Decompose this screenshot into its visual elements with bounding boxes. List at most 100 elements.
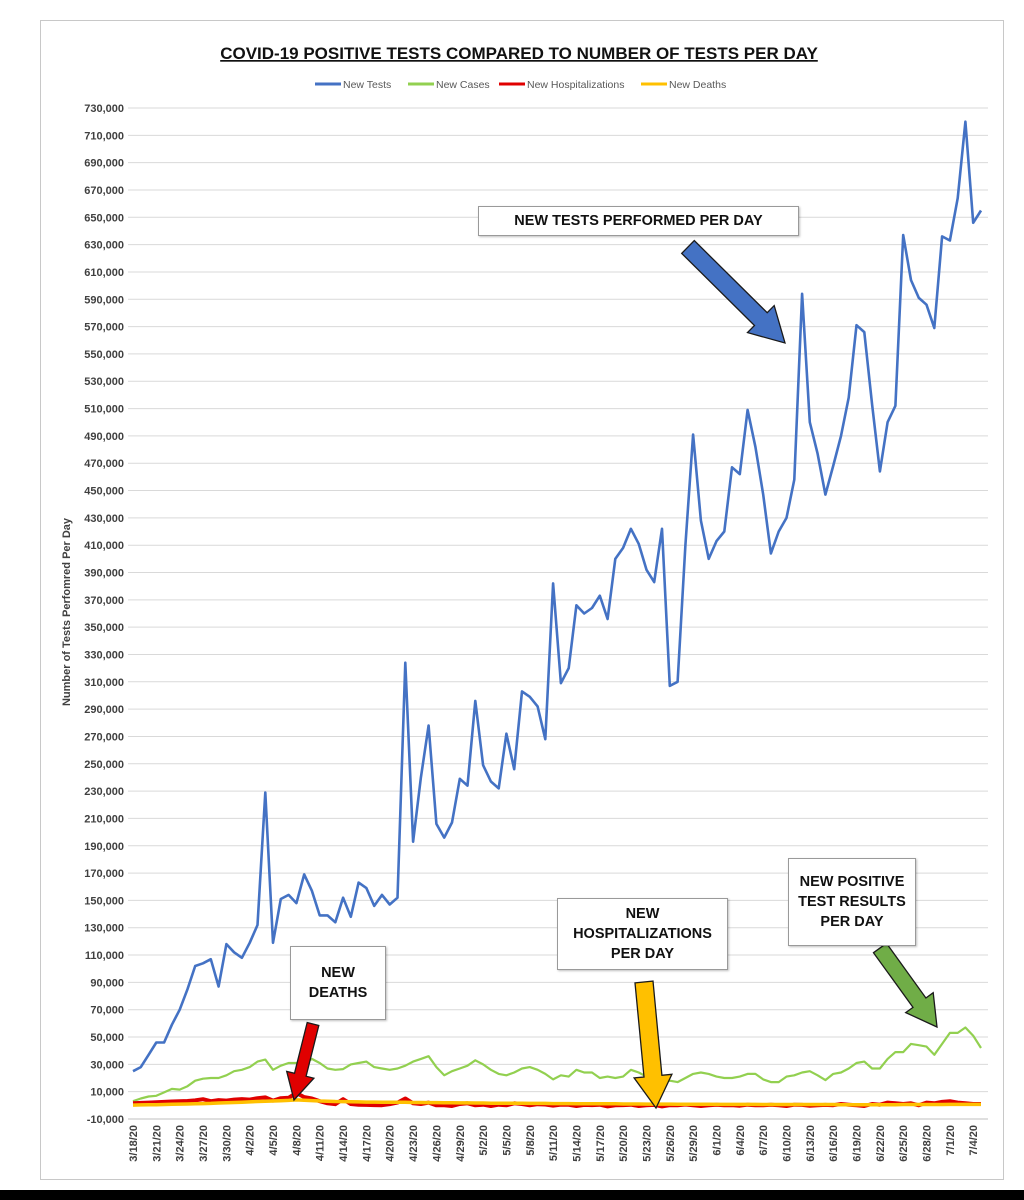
x-tick-label: 4/11/20 bbox=[315, 1125, 327, 1161]
x-tick-label: 4/14/20 bbox=[338, 1125, 350, 1162]
x-tick-label: 5/5/20 bbox=[501, 1125, 513, 1156]
x-tick-label: 4/2/20 bbox=[245, 1125, 257, 1156]
arrow-tests bbox=[680, 239, 786, 344]
x-tick-label: 5/26/20 bbox=[665, 1125, 677, 1162]
annotation-arrows bbox=[285, 239, 938, 1110]
x-tick-label: 4/8/20 bbox=[291, 1125, 303, 1156]
y-tick-label: 510,000 bbox=[84, 404, 124, 416]
legend: New Tests New Cases New Hospitalizations Ne… bbox=[315, 79, 726, 91]
y-tick-label: 270,000 bbox=[84, 731, 124, 743]
series-line-new-deaths bbox=[132, 1098, 981, 1107]
series-lines bbox=[132, 120, 983, 1109]
y-tick-label: 330,000 bbox=[84, 649, 124, 661]
y-tick-label: 90,000 bbox=[90, 977, 124, 989]
y-tick-label: 310,000 bbox=[84, 677, 124, 689]
x-tick-label: 7/4/20 bbox=[968, 1125, 980, 1156]
x-tick-label: 5/23/20 bbox=[641, 1125, 653, 1162]
x-tick-label: 6/19/20 bbox=[852, 1125, 864, 1162]
x-tick-label: 4/17/20 bbox=[361, 1125, 373, 1162]
x-tick-label: 3/30/20 bbox=[221, 1125, 233, 1162]
callout-text: NEW TESTS PERFORMED PER DAY bbox=[514, 213, 763, 229]
callout-cases: NEW POSITIVE TEST RESULTS PER DAY bbox=[788, 858, 916, 946]
y-tick-label: 650,000 bbox=[84, 212, 124, 224]
x-tick-label: 3/21/20 bbox=[151, 1125, 163, 1162]
y-tick-label: 410,000 bbox=[84, 540, 124, 552]
x-tick-label: 4/5/20 bbox=[268, 1125, 280, 1156]
x-tick-label: 4/26/20 bbox=[431, 1125, 443, 1162]
callout-deaths: NEW DEATHS bbox=[290, 946, 386, 1020]
x-tick-label: 4/23/20 bbox=[408, 1125, 420, 1162]
x-tick-label: 4/29/20 bbox=[455, 1125, 467, 1162]
legend-label: New Tests bbox=[343, 79, 391, 91]
y-tick-label: 390,000 bbox=[84, 568, 124, 580]
x-tick-label: 3/27/20 bbox=[198, 1125, 210, 1162]
x-tick-label: 7/1/20 bbox=[945, 1125, 957, 1156]
y-tick-label: 130,000 bbox=[84, 923, 124, 935]
x-tick-label: 6/10/20 bbox=[782, 1125, 794, 1162]
series-line-new-tests bbox=[132, 120, 983, 1073]
y-tick-label: 190,000 bbox=[84, 841, 124, 853]
x-tick-label: 3/18/20 bbox=[128, 1125, 140, 1162]
y-tick-label: 370,000 bbox=[84, 595, 124, 607]
x-tick-label: 5/20/20 bbox=[618, 1125, 630, 1162]
callout-text: NEW DEATHS bbox=[308, 965, 368, 1001]
x-tick-label: 4/20/20 bbox=[385, 1125, 397, 1162]
x-tick-label: 6/22/20 bbox=[875, 1125, 887, 1162]
callout-tests: NEW TESTS PERFORMED PER DAY bbox=[478, 206, 799, 236]
y-tick-label: 450,000 bbox=[84, 486, 124, 498]
y-tick-label: 110,000 bbox=[85, 950, 124, 962]
x-tick-label: 6/4/20 bbox=[735, 1125, 747, 1156]
y-tick-label: 290,000 bbox=[84, 704, 124, 716]
x-tick-label: 5/29/20 bbox=[688, 1125, 700, 1162]
y-tick-label: 710,000 bbox=[84, 130, 124, 142]
y-axis-label: Number of Tests Perfomred Per Day bbox=[61, 517, 73, 706]
y-tick-label: 690,000 bbox=[84, 158, 124, 170]
y-tick-label: 570,000 bbox=[84, 322, 124, 334]
callout-hosp: NEW HOSPITALIZATIONS PER DAY bbox=[557, 898, 728, 970]
x-tick-label: 5/14/20 bbox=[571, 1125, 583, 1162]
bottom-border bbox=[0, 1190, 1024, 1200]
y-tick-label: 530,000 bbox=[84, 376, 124, 388]
y-tick-label: 490,000 bbox=[84, 431, 124, 443]
y-tick-label: 470,000 bbox=[84, 458, 124, 470]
x-tick-label: 6/25/20 bbox=[898, 1125, 910, 1162]
y-tick-label: -10,000 bbox=[87, 1114, 124, 1126]
x-tick-label: 6/16/20 bbox=[828, 1125, 840, 1162]
x-tick-label: 6/7/20 bbox=[758, 1125, 770, 1156]
y-tick-label: 170,000 bbox=[84, 868, 124, 880]
x-tick-label: 5/17/20 bbox=[595, 1125, 607, 1162]
y-tick-label: 250,000 bbox=[84, 759, 124, 771]
x-tick-label: 3/24/20 bbox=[175, 1125, 187, 1162]
callout-text: NEW HOSPITALIZATIONS PER DAY bbox=[573, 906, 712, 962]
x-tick-label: 5/2/20 bbox=[478, 1125, 490, 1156]
x-tick-label: 6/13/20 bbox=[805, 1125, 817, 1162]
y-tick-label: 150,000 bbox=[84, 895, 124, 907]
chart-title: COVID-19 POSITIVE TESTS COMPARED TO NUMB… bbox=[220, 44, 818, 63]
y-tick-label: 350,000 bbox=[84, 622, 124, 634]
arrow-cases bbox=[872, 942, 938, 1029]
y-tick-label: 230,000 bbox=[84, 786, 124, 798]
y-tick-label: 630,000 bbox=[84, 240, 124, 252]
x-tick-label: 5/11/20 bbox=[548, 1125, 560, 1161]
y-tick-label: 70,000 bbox=[90, 1005, 124, 1017]
series-line-new-cases bbox=[132, 1026, 982, 1103]
legend-label: New Hospitalizations bbox=[527, 79, 624, 91]
arrow-deaths bbox=[285, 1021, 320, 1102]
y-tick-label: 210,000 bbox=[84, 813, 124, 825]
x-tick-label: 6/28/20 bbox=[922, 1125, 934, 1162]
callout-text: NEW POSITIVE TEST RESULTS PER DAY bbox=[798, 874, 906, 930]
y-tick-label: 430,000 bbox=[84, 513, 124, 525]
y-axis-tick-labels: -10,000 10,000 30,000 50,000 70,000 90,000 110… bbox=[84, 103, 124, 1126]
y-tick-label: 50,000 bbox=[90, 1032, 124, 1044]
legend-label: New Deaths bbox=[669, 79, 726, 91]
y-tick-label: 30,000 bbox=[90, 1059, 124, 1071]
legend-label: New Cases bbox=[436, 79, 490, 91]
y-tick-label: 610,000 bbox=[84, 267, 124, 279]
arrow-hospitalizations bbox=[632, 980, 673, 1110]
y-tick-label: 10,000 bbox=[90, 1087, 124, 1099]
y-tick-label: 730,000 bbox=[84, 103, 124, 115]
y-tick-label: 550,000 bbox=[84, 349, 124, 361]
y-tick-label: 670,000 bbox=[84, 185, 124, 197]
x-tick-label: 5/8/20 bbox=[525, 1125, 537, 1156]
